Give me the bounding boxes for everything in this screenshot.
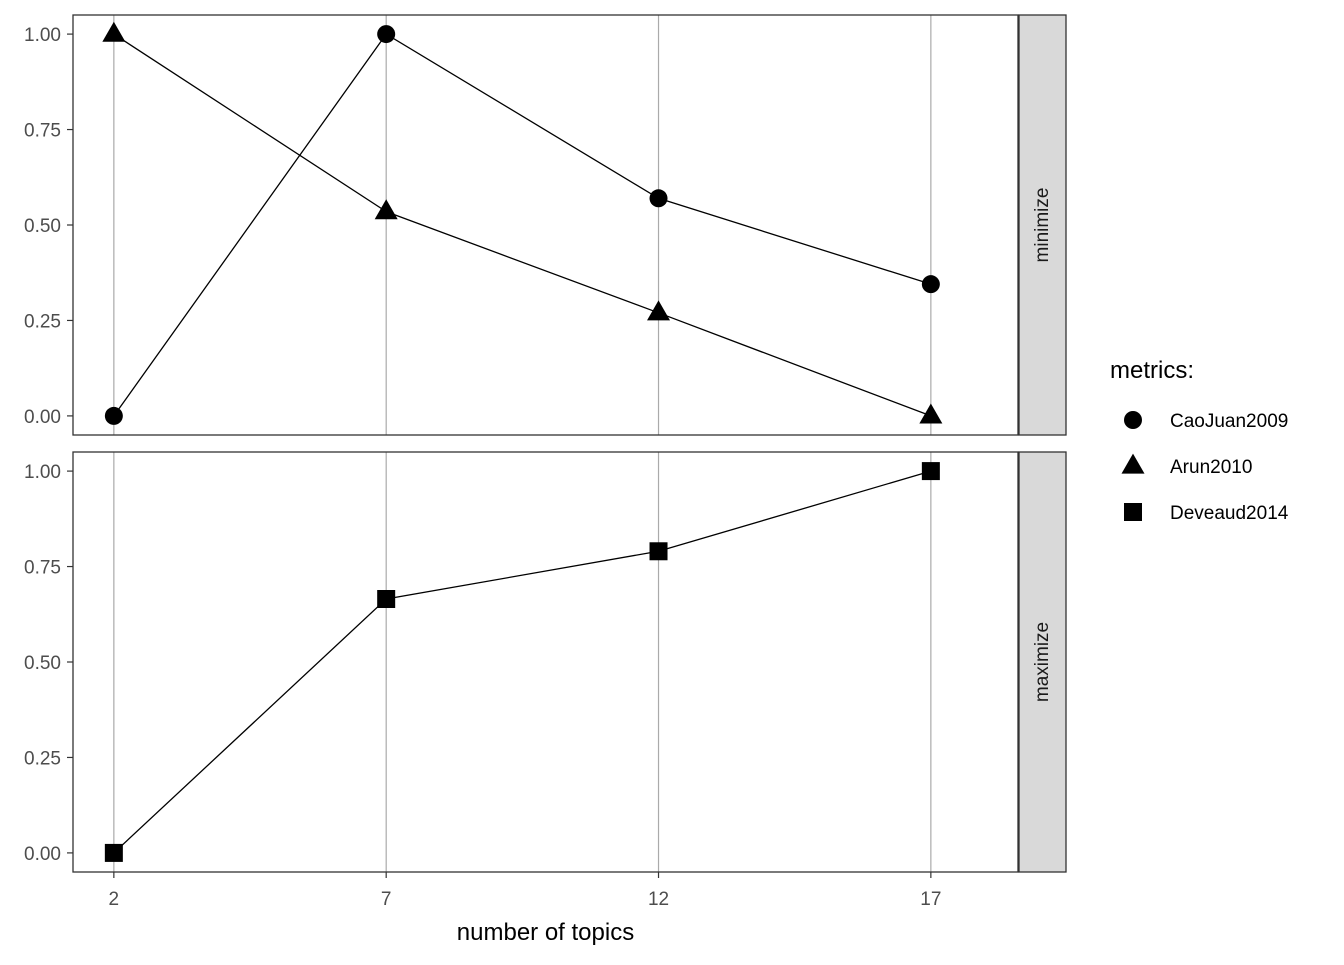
y-tick-label: 0.75 — [24, 121, 61, 142]
series-line-Arun2010 — [113, 33, 932, 417]
facet-strip-label: maximize — [1032, 622, 1053, 702]
y-tick-label: 0.75 — [24, 558, 61, 579]
facet-panel-maximize: 0.00 0.25 0.50 0.75 1.00 maximize — [24, 451, 1067, 873]
data-point-CaoJuan2009 — [104, 406, 123, 425]
y-tick-label: 0.25 — [24, 311, 61, 332]
data-point-Arun2010 — [374, 199, 398, 220]
data-point-CaoJuan2009 — [377, 25, 396, 44]
y-tick-label: 1.00 — [24, 462, 61, 483]
y-tick-label: 0.25 — [24, 748, 61, 769]
panel-background — [73, 452, 1018, 872]
panel-border — [72, 14, 1019, 436]
facet-panel-minimize: 0.00 0.25 0.50 0.75 1.00 minimize — [24, 14, 1067, 436]
legend-label: Arun2010 — [1170, 457, 1252, 478]
x-axis-title: number of topics — [457, 919, 634, 946]
x-tick-label: 2 — [109, 889, 120, 910]
data-point-Deveaud2014 — [921, 462, 940, 481]
data-point-Arun2010 — [647, 300, 671, 321]
legend: metrics: CaoJuan2009 Arun2010 Deveaud2014 — [1110, 357, 1289, 524]
panel-background — [73, 15, 1018, 435]
data-point-Arun2010 — [919, 403, 943, 424]
y-tick-label: 1.00 — [24, 25, 61, 46]
panel-border — [72, 451, 1019, 873]
data-point-Arun2010 — [102, 21, 126, 42]
facet-strip — [1018, 14, 1067, 436]
legend-label: Deveaud2014 — [1170, 503, 1289, 524]
x-tick-label: 7 — [381, 889, 392, 910]
data-point-Deveaud2014 — [104, 843, 123, 862]
y-tick-label: 0.50 — [24, 216, 61, 237]
series-line-CaoJuan2009 — [113, 33, 932, 417]
facet-strip-label: minimize — [1032, 188, 1053, 263]
data-point-Deveaud2014 — [377, 590, 396, 608]
legend-key-Arun2010 — [1121, 453, 1145, 474]
data-point-CaoJuan2009 — [649, 189, 668, 208]
legend-key-CaoJuan2009 — [1124, 411, 1142, 429]
data-point-Deveaud2014 — [649, 542, 668, 561]
data-point-CaoJuan2009 — [921, 275, 940, 294]
x-tick-label: 12 — [648, 889, 669, 910]
x-tick-label: 17 — [920, 889, 941, 910]
legend-key-Deveaud2014 — [1124, 503, 1142, 521]
y-tick-label: 0.00 — [24, 844, 61, 865]
y-tick-label: 0.00 — [24, 407, 61, 428]
legend-title: metrics: — [1110, 357, 1194, 384]
facet-strip — [1018, 451, 1067, 873]
y-tick-label: 0.50 — [24, 653, 61, 674]
series-line-Deveaud2014 — [113, 470, 932, 854]
legend-label: CaoJuan2009 — [1170, 411, 1288, 432]
